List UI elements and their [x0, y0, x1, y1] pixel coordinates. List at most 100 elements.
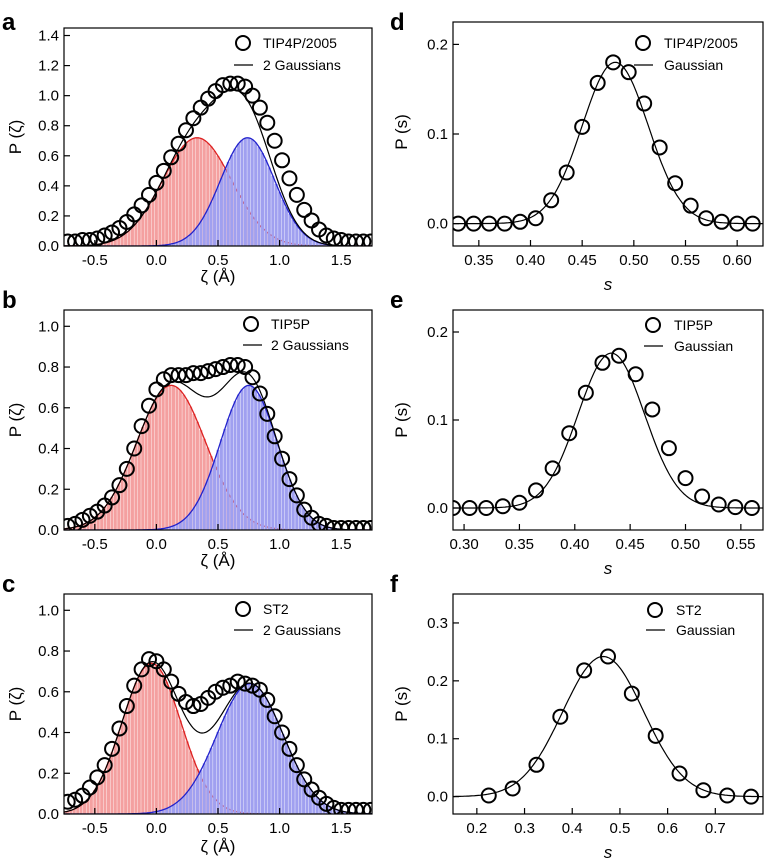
data-point — [177, 122, 194, 139]
x-tick-label: 0.40 — [516, 252, 545, 269]
legend-f: ST2 Gaussian — [646, 602, 735, 638]
panel-b: b -0.5 0.0 0.5 1.0 1.5 0.0 0.2 0.4 0.6 0.8 1.0 TIP… — [2, 287, 373, 570]
plot-area: 0.35 0.40 0.45 0.50 0.55 0.60 0.0 0.1 0.2 — [427, 21, 764, 269]
legend-marker — [243, 316, 259, 332]
plot-area: -0.5 0.0 0.5 1.0 1.5 0.0 0.2 0.4 0.6 0.8 1.0 — [38, 593, 373, 837]
x-tick-label: 0.45 — [568, 252, 597, 269]
x-tick-label: -0.5 — [82, 820, 108, 837]
data-point — [318, 517, 335, 530]
data-point — [288, 757, 305, 774]
data-point — [494, 498, 511, 515]
data-point — [527, 210, 544, 227]
data-point — [266, 708, 283, 725]
x-tick-label: 0.35 — [464, 252, 493, 269]
y-tick-label: 0.2 — [38, 208, 59, 225]
legend-marker — [635, 35, 651, 51]
data-point — [251, 385, 268, 402]
data-point — [481, 215, 498, 232]
x-tick-label: 0.55 — [726, 536, 755, 553]
x-tick-label: 0.60 — [723, 252, 752, 269]
legend-label-fit: 2 Gaussians — [263, 622, 341, 638]
x-tick-label: 0.55 — [671, 252, 700, 269]
data-point — [743, 788, 760, 805]
data-point — [170, 367, 187, 384]
x-tick-label: 1.0 — [269, 252, 290, 269]
y-tick-label: 0.1 — [427, 731, 448, 748]
y-axis-label: P (s) — [392, 402, 411, 438]
y-tick-label: 0.0 — [427, 500, 448, 517]
x-tick-label: 0.0 — [146, 820, 167, 837]
x-axis-label: s — [604, 843, 613, 862]
plot-area: -0.5 0.0 0.5 1.0 1.5 0.0 0.2 0.4 0.6 0.8 1.0 1.2 1.4 — [38, 27, 373, 269]
y-tick-label: 0.3 — [427, 615, 448, 632]
x-tick-label: 0.45 — [616, 536, 645, 553]
data-point — [104, 489, 121, 506]
data-point — [141, 397, 158, 414]
x-tick-label: 0.5 — [609, 820, 630, 837]
data-point — [96, 227, 113, 244]
data-point — [126, 440, 143, 457]
data-point — [453, 215, 467, 232]
y-axis-label: P (s) — [392, 686, 411, 722]
y-tick-label: 0.6 — [38, 148, 59, 165]
data-point — [605, 54, 622, 71]
data-point — [288, 186, 305, 203]
data-point — [222, 75, 239, 92]
legend-c: ST2 2 Gaussians — [234, 601, 341, 638]
plot-content — [64, 75, 372, 246]
data-point — [170, 685, 187, 702]
x-tick-label: 1.5 — [331, 820, 352, 837]
data-point — [600, 648, 616, 665]
panel-letter-e: e — [390, 287, 403, 314]
plot-content — [453, 54, 763, 232]
panel-a: a -0.5 0.0 0.5 1.0 1.5 0.0 0.2 0.4 0.6 0.8 1.0 1.2 1… — [2, 9, 373, 286]
data-point — [574, 118, 591, 135]
data-point — [543, 192, 560, 209]
legend-marker — [235, 601, 251, 617]
data-point — [623, 685, 640, 702]
data-point — [512, 213, 529, 230]
data-point — [719, 787, 736, 804]
gaussian-fit-line — [453, 61, 763, 225]
y-tick-label: 0.0 — [38, 522, 59, 539]
legend-marker — [645, 317, 661, 333]
data-point — [163, 149, 180, 166]
data-point — [303, 212, 320, 229]
x-axis-label: s — [604, 275, 613, 294]
x-tick-label: 0.5 — [208, 536, 229, 553]
legend-label-data: TIP4P/2005 — [263, 35, 337, 51]
data-point — [274, 152, 291, 169]
x-tick-label: 1.5 — [331, 536, 352, 553]
data-point — [118, 460, 135, 477]
data-point — [185, 365, 202, 382]
panel-letter-a: a — [2, 9, 16, 36]
data-point — [296, 771, 313, 788]
data-point — [185, 698, 202, 715]
data-point — [362, 519, 372, 530]
data-point — [636, 95, 653, 112]
legend-a: TIP4P/2005 2 Gaussians — [234, 35, 341, 73]
y-tick-label: 1.4 — [38, 28, 59, 45]
y-tick-label: 1.2 — [38, 58, 59, 75]
x-tick-label: 0.2 — [466, 820, 487, 837]
data-point — [281, 170, 298, 187]
data-point — [465, 215, 482, 232]
y-tick-label: 0.4 — [38, 725, 59, 742]
data-point — [244, 87, 261, 104]
data-point — [81, 779, 98, 796]
data-point — [558, 164, 575, 181]
y-axis-label: P (ζ) — [6, 403, 25, 438]
legend-marker — [235, 35, 251, 51]
panel-letter-c: c — [2, 571, 15, 598]
data-point — [111, 720, 128, 737]
data-point — [682, 197, 699, 214]
legend-label-fit: 2 Gaussians — [271, 337, 349, 353]
data-point — [496, 215, 513, 232]
data-point — [647, 727, 664, 744]
data-point — [281, 471, 298, 488]
x-tick-label: 1.5 — [331, 252, 352, 269]
plot-frame — [452, 593, 764, 815]
y-tick-label: 0.1 — [427, 126, 448, 143]
data-point — [611, 347, 628, 364]
data-point — [589, 74, 606, 91]
